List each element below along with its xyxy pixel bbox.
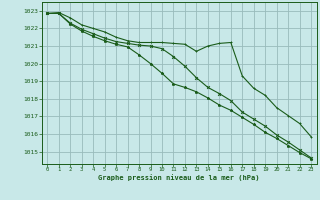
X-axis label: Graphe pression niveau de la mer (hPa): Graphe pression niveau de la mer (hPa) — [99, 175, 260, 181]
